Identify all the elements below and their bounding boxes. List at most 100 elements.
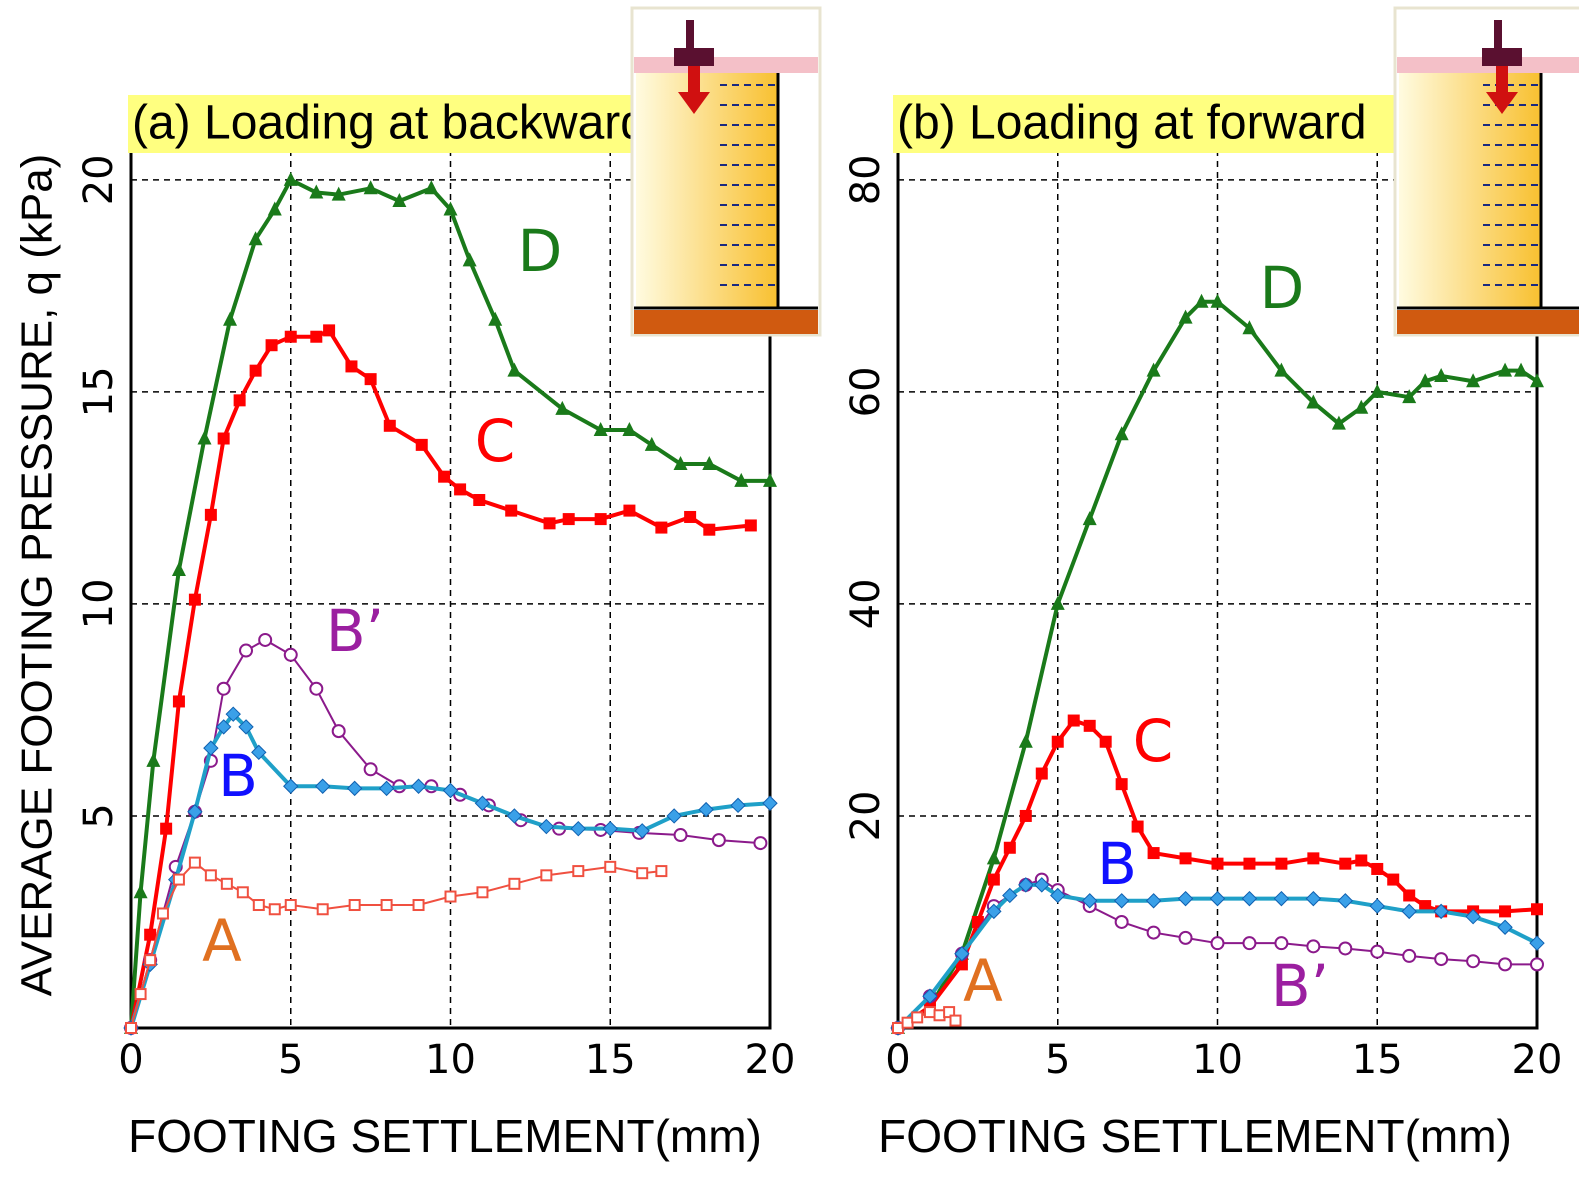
marker xyxy=(572,865,585,878)
marker xyxy=(233,394,246,407)
marker xyxy=(1019,809,1032,822)
marker xyxy=(943,1006,956,1019)
marker xyxy=(684,510,697,523)
marker xyxy=(1514,362,1529,377)
marker xyxy=(223,311,238,326)
marker xyxy=(901,1016,914,1029)
marker xyxy=(763,472,777,487)
marker xyxy=(1114,914,1129,929)
marker xyxy=(744,519,757,532)
marker xyxy=(473,494,486,507)
marker xyxy=(310,330,323,343)
plot-frame xyxy=(129,95,772,1030)
marker xyxy=(454,483,467,496)
series-label: A xyxy=(963,947,1003,1015)
marker xyxy=(986,903,1002,920)
marker xyxy=(1082,511,1097,526)
marker xyxy=(1147,847,1160,860)
marker xyxy=(666,808,682,824)
insets xyxy=(630,6,1579,337)
marker xyxy=(1146,925,1161,940)
marker xyxy=(380,899,393,912)
marker xyxy=(673,828,688,843)
marker xyxy=(730,797,746,814)
marker xyxy=(314,778,331,794)
y-tick-label: 60 xyxy=(843,366,889,417)
marker xyxy=(144,954,157,967)
marker xyxy=(331,186,346,201)
marker xyxy=(734,472,749,487)
series-label: B’ xyxy=(326,597,384,665)
marker xyxy=(146,752,161,767)
marker xyxy=(348,899,361,912)
marker xyxy=(1146,362,1161,377)
marker xyxy=(283,171,298,186)
series-label: B’ xyxy=(1271,952,1329,1020)
marker xyxy=(1211,857,1224,870)
marker xyxy=(1131,820,1144,833)
marker xyxy=(1305,890,1322,907)
marker xyxy=(1402,948,1417,963)
marker xyxy=(602,820,618,837)
marker xyxy=(1243,857,1256,870)
marker xyxy=(1273,890,1290,907)
marker xyxy=(133,884,148,899)
plot-frame xyxy=(896,95,1539,1030)
marker xyxy=(1339,857,1352,870)
marker xyxy=(1338,941,1353,956)
marker xyxy=(1242,320,1257,335)
marker xyxy=(570,820,587,837)
marker xyxy=(1466,954,1481,969)
series-label: A xyxy=(202,907,242,975)
marker xyxy=(1369,898,1385,914)
marker xyxy=(1530,373,1544,388)
marker xyxy=(1418,373,1433,388)
marker xyxy=(1434,367,1449,382)
marker xyxy=(1018,877,1034,893)
marker xyxy=(1113,893,1130,909)
marker xyxy=(1067,714,1080,727)
series-label: B xyxy=(218,742,258,810)
marker xyxy=(239,643,254,658)
x-tick-label: 10 xyxy=(1192,1037,1243,1083)
marker xyxy=(1401,903,1417,920)
marker xyxy=(197,430,212,445)
marker xyxy=(1531,903,1543,916)
marker xyxy=(364,373,377,386)
series-line xyxy=(129,177,770,1029)
marker xyxy=(1178,930,1193,945)
marker xyxy=(703,523,716,536)
x-tick-label: 20 xyxy=(1512,1037,1563,1083)
marker xyxy=(443,201,458,216)
marker xyxy=(673,455,688,470)
marker xyxy=(258,632,273,647)
marker xyxy=(442,782,459,799)
marker xyxy=(1210,936,1225,951)
marker xyxy=(634,823,650,839)
marker xyxy=(1179,852,1192,865)
marker xyxy=(987,873,1000,886)
x-tick-label: 20 xyxy=(745,1037,796,1083)
marker xyxy=(363,180,378,195)
marker xyxy=(1177,890,1194,907)
marker xyxy=(508,877,521,890)
marker xyxy=(911,1011,924,1024)
marker xyxy=(1034,877,1050,893)
chart-title: (b) Loading at forward xyxy=(897,97,1367,150)
marker xyxy=(438,470,451,483)
y-tick-label: 80 xyxy=(843,154,889,205)
marker xyxy=(1050,887,1066,904)
x-tick-label: 5 xyxy=(1045,1037,1070,1083)
marker xyxy=(410,778,427,794)
marker xyxy=(1337,893,1354,909)
series-label: C xyxy=(475,407,516,475)
x-tick-label: 0 xyxy=(885,1037,910,1083)
marker xyxy=(986,850,1001,865)
marker xyxy=(1099,735,1112,748)
marker xyxy=(1002,887,1018,904)
y-axis-title: AVERAGE FOOTING PRESSURE, q (kPa) xyxy=(13,154,62,997)
marker xyxy=(215,719,232,735)
marker xyxy=(378,780,395,797)
marker xyxy=(922,988,938,1004)
